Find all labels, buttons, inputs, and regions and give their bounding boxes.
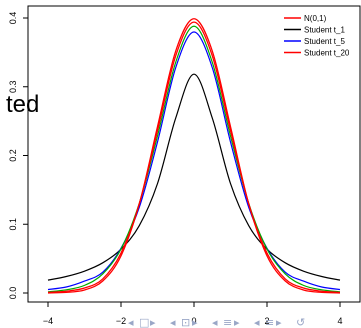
y-axis: 0.0 0.1 0.2 0.3 0.4 <box>8 12 28 300</box>
nav-glyph[interactable]: ◂ <box>212 316 218 328</box>
nav-glyph[interactable]: ▸ <box>150 316 156 328</box>
nav-glyph[interactable]: ≡ <box>265 316 274 328</box>
slide-navigation[interactable]: ◂ □ ▸ ◂ ⊡ ▸ ◂ ≡ ▸ ◂ ≡ ▸ ↺ <box>128 316 305 328</box>
y-tick-label: 0.3 <box>8 80 18 93</box>
x-tick-label: −4 <box>43 316 53 326</box>
legend: N(0,1) Student t_1 Student t_5 Student t_20 <box>284 14 350 58</box>
nav-glyph[interactable]: □ <box>139 316 149 328</box>
nav-glyph[interactable]: ▸ <box>192 316 198 328</box>
nav-glyph[interactable]: ▸ <box>234 316 240 328</box>
y-tick-label: 0.0 <box>8 287 18 300</box>
y-tick-label: 0.1 <box>8 218 18 231</box>
x-tick-label: 4 <box>337 316 342 326</box>
legend-label: N(0,1) <box>304 14 327 23</box>
x-tick-label: 0 <box>191 316 196 326</box>
series-line-green <box>47 25 341 293</box>
density-curves <box>47 18 341 294</box>
x-tick-label: −2 <box>116 316 126 326</box>
series-line-student-t5 <box>47 31 341 291</box>
series-line-student-t20 <box>47 21 341 294</box>
overlay-text: ted <box>6 91 39 118</box>
nav-glyph[interactable]: ◂ <box>254 316 260 328</box>
legend-label: Student t_20 <box>304 49 350 58</box>
nav-glyph[interactable]: ◂ <box>128 316 134 328</box>
nav-glyph[interactable]: ◂ <box>170 316 176 328</box>
y-tick-label: 0.2 <box>8 149 18 162</box>
y-tick-label: 0.4 <box>8 12 18 25</box>
series-line-student-t1 <box>47 73 341 281</box>
series-line-normal <box>47 18 341 294</box>
x-tick-label: 2 <box>264 316 269 326</box>
nav-glyph[interactable]: ≡ <box>223 316 232 328</box>
nav-glyph[interactable]: ⊡ <box>181 316 190 328</box>
nav-glyph[interactable]: ↺ <box>296 316 305 328</box>
legend-label: Student t_5 <box>304 37 345 46</box>
x-axis: −4 −2 0 2 4 <box>43 302 343 326</box>
nav-glyph[interactable]: ▸ <box>276 316 282 328</box>
legend-label: Student t_1 <box>304 26 345 35</box>
